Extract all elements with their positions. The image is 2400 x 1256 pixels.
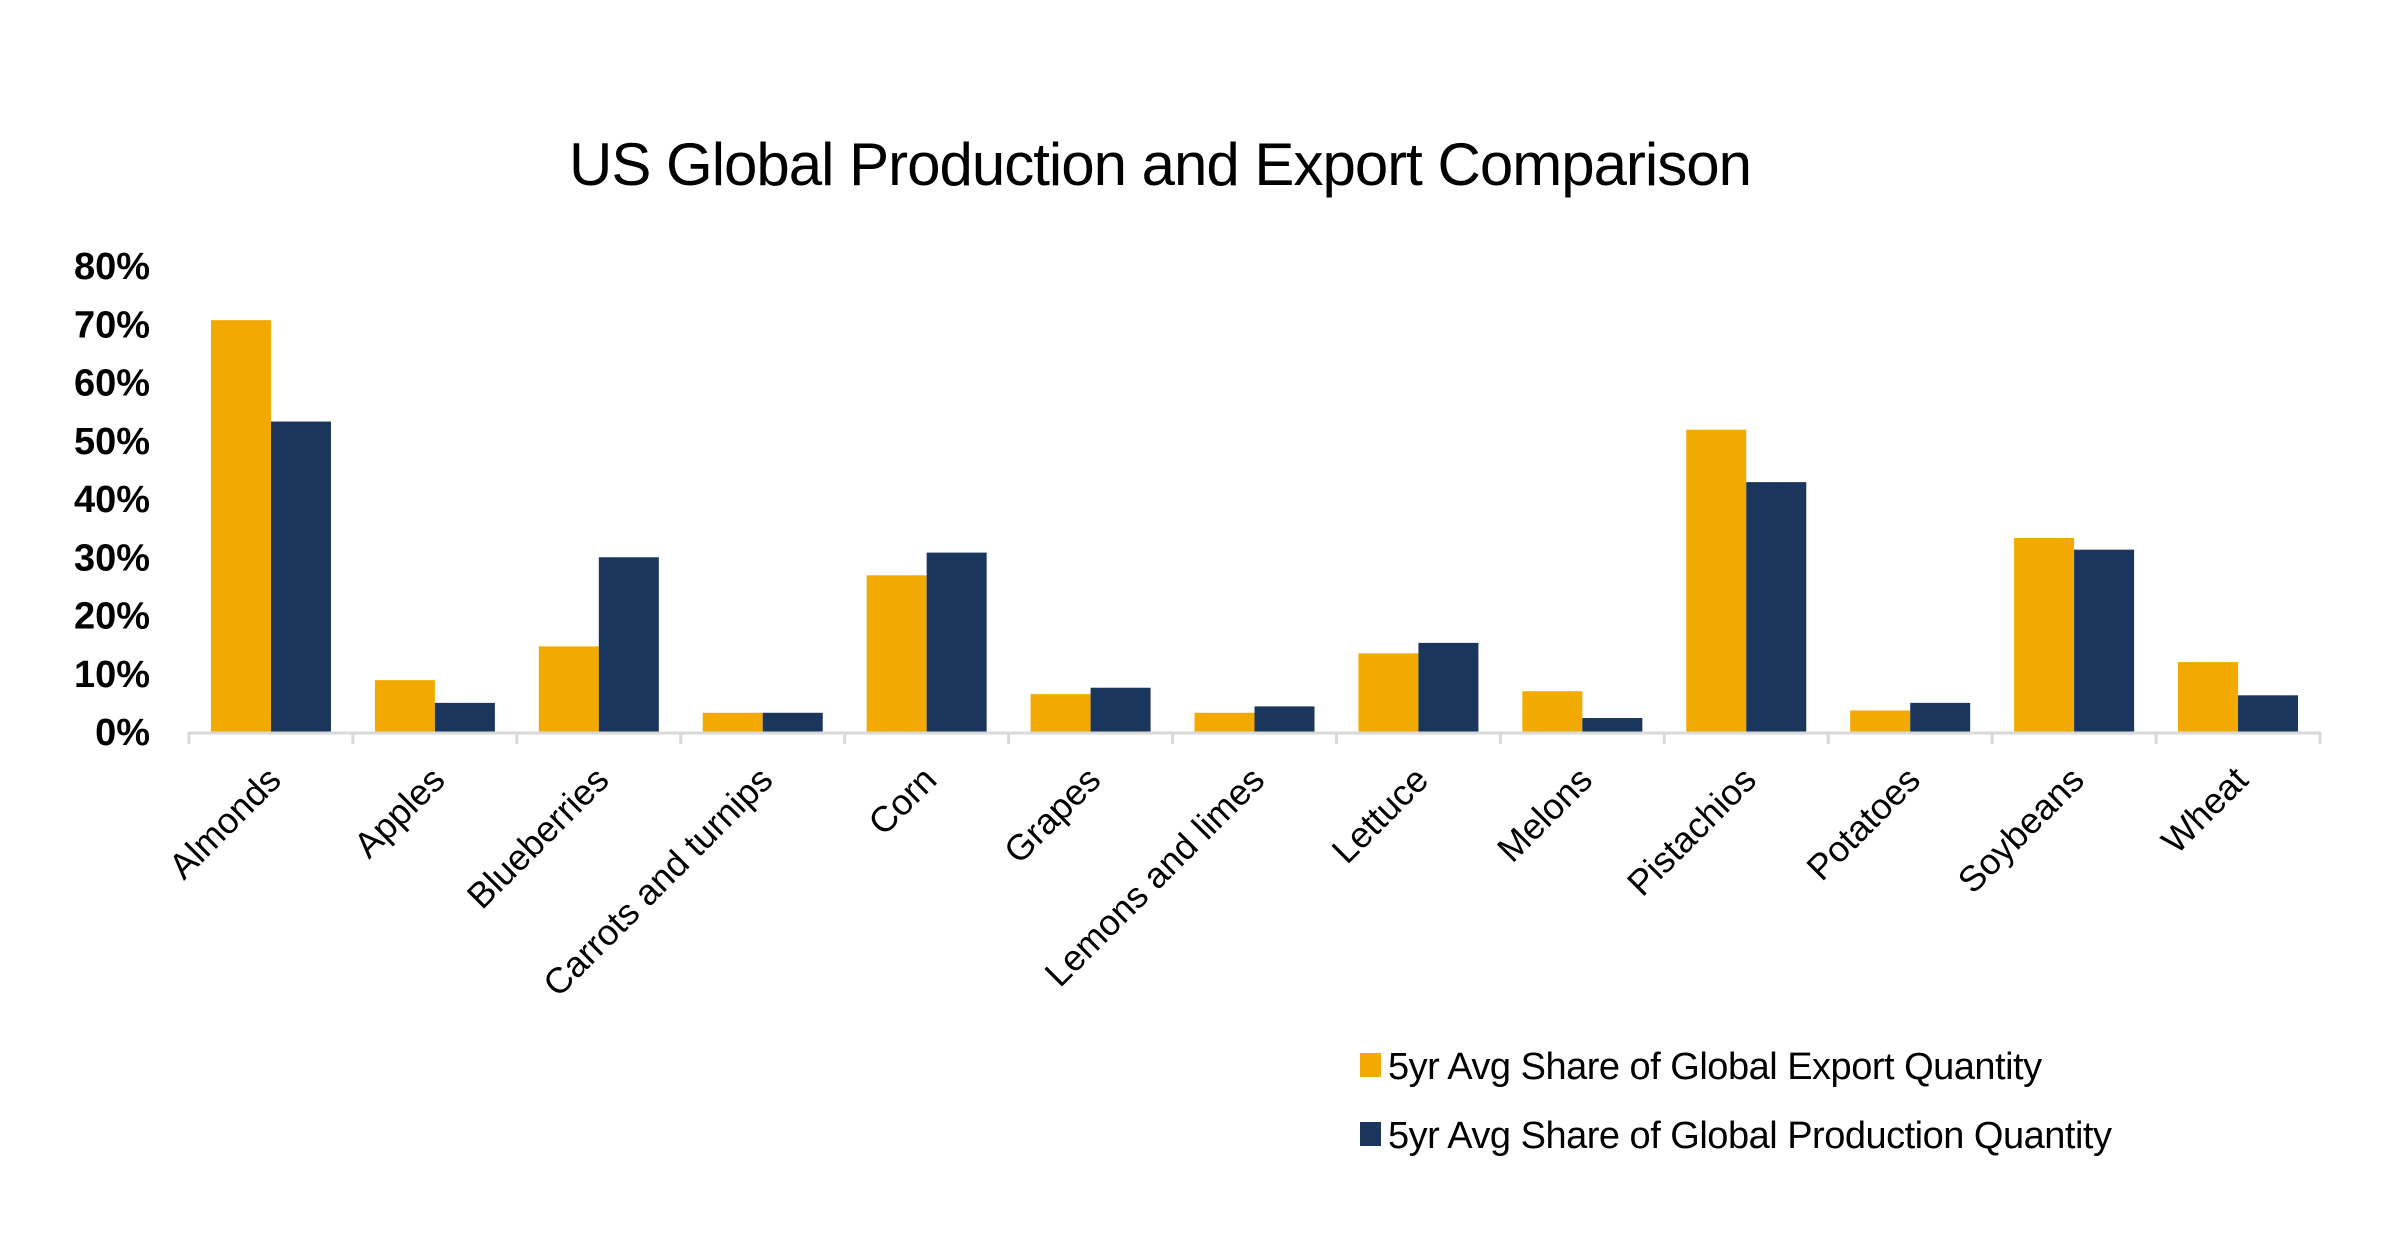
x-tick-label: Soybeans [1950,759,2092,901]
bar-export [702,712,763,732]
y-tick-label: 80% [74,246,150,288]
y-tick-label: 30% [74,537,150,579]
bar-production [1910,702,1971,732]
legend-swatch [1360,1053,1381,1077]
bar-group [1030,687,1151,732]
y-tick-label: 70% [74,304,150,346]
bar-group [1358,642,1479,732]
x-tick-label: Lettuce [1324,759,1436,871]
bar-production [434,702,495,732]
bar-export [1686,429,1747,732]
bar-group [1686,429,1807,732]
bar-group [1850,702,1971,732]
bar-group [374,680,495,732]
y-tick-label: 40% [74,479,150,521]
bar-production [598,557,659,732]
x-tick-label: Potatoes [1798,759,1927,888]
y-tick-label: 60% [74,363,150,405]
chart-title: US Global Production and Export Comparis… [569,131,1751,198]
bar-export [1358,653,1419,732]
bar-export [2014,538,2075,732]
bar-group [2014,538,2135,732]
legend: 5yr Avg Share of Global Export Quantity 5… [1360,1046,2112,1157]
bar-production [1254,706,1315,732]
bar-group [866,552,987,732]
bar-export [374,680,435,732]
x-tick-label: Almonds [161,759,289,887]
bar-production [2074,549,2135,732]
bar-group [538,557,659,732]
bar-export [210,320,271,732]
bar-production [1090,687,1151,732]
y-tick-label: 0% [95,712,150,754]
x-tick-label: Blueberries [459,759,617,917]
bar-export [1522,691,1583,732]
y-tick-label: 10% [74,654,150,696]
bar-production [2238,695,2299,732]
x-tick-label: Grapes [996,759,1108,871]
bar-group [2178,662,2299,732]
bar-production [1582,718,1643,732]
bar-production [1418,642,1479,732]
legend-label: 5yr Avg Share of Global Export Quantity [1388,1046,2042,1088]
legend-label: 5yr Avg Share of Global Production Quant… [1388,1115,2112,1157]
bar-production [926,552,987,732]
bar-group [1194,706,1315,732]
legend-item: 5yr Avg Share of Global Production Quant… [1360,1115,2112,1157]
bar-export [538,646,599,732]
bar-group [1522,691,1643,732]
x-tick-label: Corn [860,759,944,843]
legend-swatch [1360,1122,1381,1146]
bar-production [762,712,823,732]
y-axis: 0% 10% 20% 30% 40% 50% 60% 70% 80% [74,246,150,754]
bar-group [702,712,823,732]
bar-export [2178,662,2239,732]
x-tick-label: Wheat [2153,759,2256,862]
bar-export [866,575,927,732]
bar-production [1746,482,1807,732]
x-tick-label: Apples [346,759,453,866]
y-tick-label: 20% [74,596,150,638]
y-tick-label: 50% [74,421,150,463]
bar-export [1030,694,1091,732]
bar-group [210,320,331,732]
bars [210,320,2299,732]
bar-export [1850,710,1911,732]
bar-production [270,421,331,732]
bar-export [1194,712,1255,732]
x-tick-label: Pistachios [1619,759,1764,904]
x-tick-label: Melons [1489,759,1600,870]
legend-item: 5yr Avg Share of Global Export Quantity [1360,1046,2043,1088]
